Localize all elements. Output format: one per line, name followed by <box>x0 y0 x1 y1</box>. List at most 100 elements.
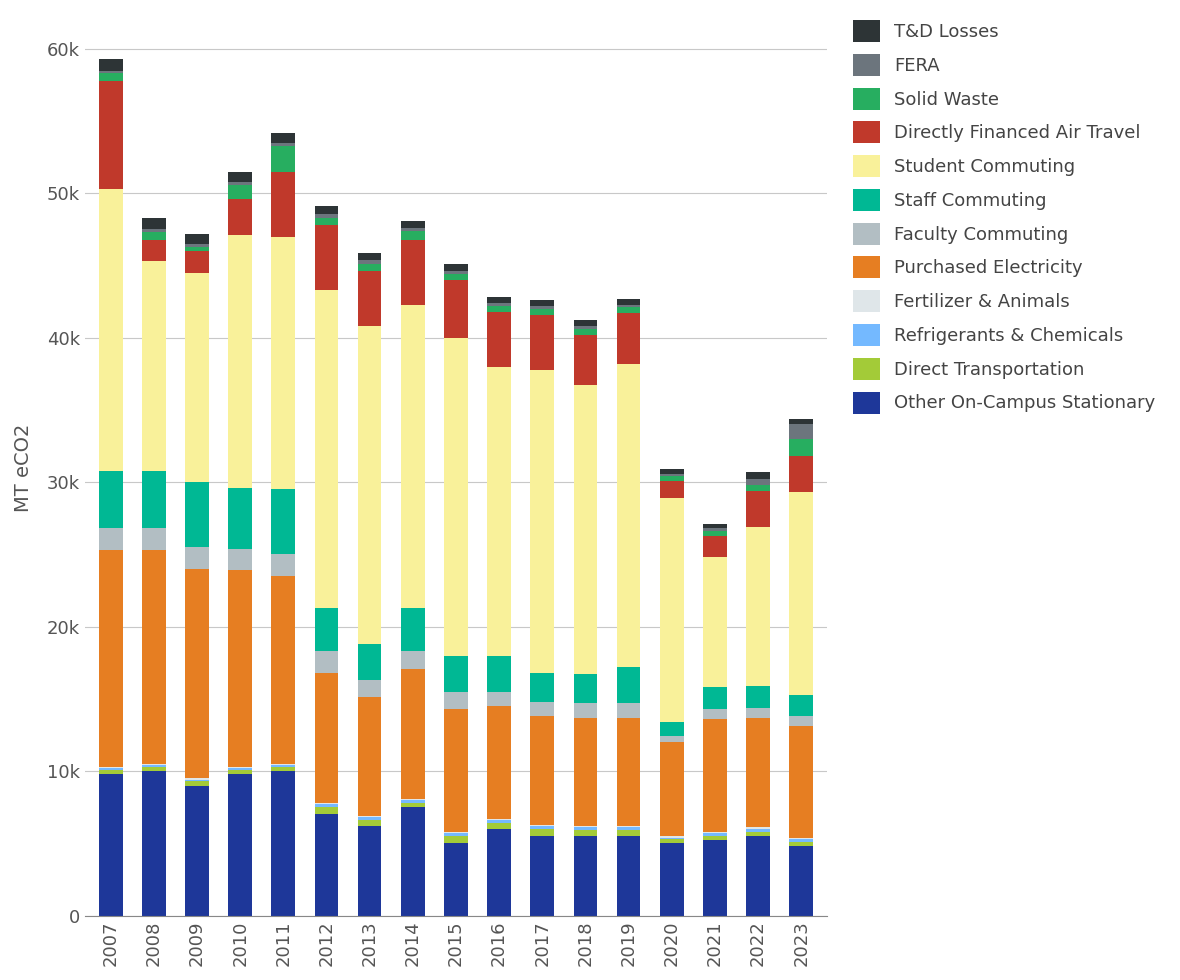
Bar <box>444 709 467 832</box>
Bar <box>487 820 511 823</box>
Bar <box>99 80 123 189</box>
Bar <box>444 833 467 836</box>
Bar <box>573 326 597 329</box>
Bar <box>617 830 641 836</box>
Bar <box>401 608 425 651</box>
Bar <box>185 244 209 247</box>
Bar <box>487 692 511 706</box>
Bar <box>660 736 683 742</box>
Bar <box>573 830 597 836</box>
Bar <box>142 528 165 550</box>
Bar <box>617 667 641 704</box>
Bar <box>746 491 769 527</box>
Bar <box>746 836 769 915</box>
Bar <box>444 843 467 915</box>
Bar <box>315 803 339 805</box>
Bar <box>703 524 727 528</box>
Bar <box>530 826 555 829</box>
Bar <box>99 528 123 550</box>
Bar <box>142 470 165 528</box>
Bar <box>99 769 123 774</box>
Bar <box>271 765 295 766</box>
Bar <box>617 314 641 364</box>
Bar <box>746 829 769 832</box>
Bar <box>228 774 253 915</box>
Bar <box>99 189 123 470</box>
Bar <box>789 838 813 839</box>
Bar <box>530 300 555 306</box>
Bar <box>228 570 253 766</box>
Bar <box>358 326 381 644</box>
Bar <box>660 838 683 839</box>
Bar <box>530 702 555 716</box>
Bar <box>228 768 253 769</box>
Bar <box>617 308 641 314</box>
Bar <box>358 253 381 260</box>
Bar <box>142 262 165 470</box>
Bar <box>789 418 813 424</box>
Bar <box>185 272 209 482</box>
Bar <box>703 536 727 558</box>
Bar <box>142 763 165 765</box>
Bar <box>99 768 123 769</box>
Bar <box>703 832 727 833</box>
Bar <box>487 367 511 656</box>
Bar <box>444 692 467 709</box>
Bar <box>789 716 813 726</box>
Bar <box>573 320 597 326</box>
Bar <box>444 271 467 274</box>
Bar <box>271 771 295 915</box>
Bar <box>746 832 769 836</box>
Bar <box>142 766 165 771</box>
Bar <box>271 763 295 765</box>
Bar <box>185 781 209 786</box>
Bar <box>228 199 253 235</box>
Bar <box>789 439 813 456</box>
Bar <box>358 644 381 680</box>
Bar <box>746 827 769 829</box>
Bar <box>142 218 165 229</box>
Bar <box>228 235 253 488</box>
Bar <box>185 247 209 251</box>
Bar <box>789 695 813 716</box>
Bar <box>271 766 295 771</box>
Bar <box>228 549 253 570</box>
Bar <box>487 823 511 829</box>
Bar <box>142 229 165 232</box>
Bar <box>401 803 425 808</box>
Bar <box>228 184 253 199</box>
Legend: T&D Losses, FERA, Solid Waste, Directly Financed Air Travel, Student Commuting, : T&D Losses, FERA, Solid Waste, Directly … <box>844 11 1165 422</box>
Bar <box>660 742 683 836</box>
Bar <box>530 824 555 826</box>
Bar <box>789 839 813 842</box>
Bar <box>530 829 555 836</box>
Bar <box>142 232 165 239</box>
Bar <box>185 778 209 780</box>
Bar <box>401 799 425 800</box>
Bar <box>315 214 339 218</box>
Bar <box>487 297 511 303</box>
Bar <box>703 719 727 832</box>
Bar <box>746 686 769 708</box>
Bar <box>573 385 597 674</box>
Bar <box>358 264 381 271</box>
Bar <box>185 482 209 547</box>
Bar <box>444 280 467 338</box>
Bar <box>530 369 555 673</box>
Bar <box>573 674 597 704</box>
Bar <box>315 218 339 225</box>
Bar <box>703 841 727 915</box>
Y-axis label: MT eCO2: MT eCO2 <box>14 423 33 512</box>
Bar <box>228 766 253 768</box>
Bar <box>617 717 641 826</box>
Bar <box>444 264 467 271</box>
Bar <box>401 651 425 668</box>
Bar <box>401 305 425 608</box>
Bar <box>703 531 727 536</box>
Bar <box>789 842 813 846</box>
Bar <box>99 774 123 915</box>
Bar <box>789 456 813 492</box>
Bar <box>789 846 813 915</box>
Bar <box>746 717 769 827</box>
Bar <box>315 225 339 290</box>
